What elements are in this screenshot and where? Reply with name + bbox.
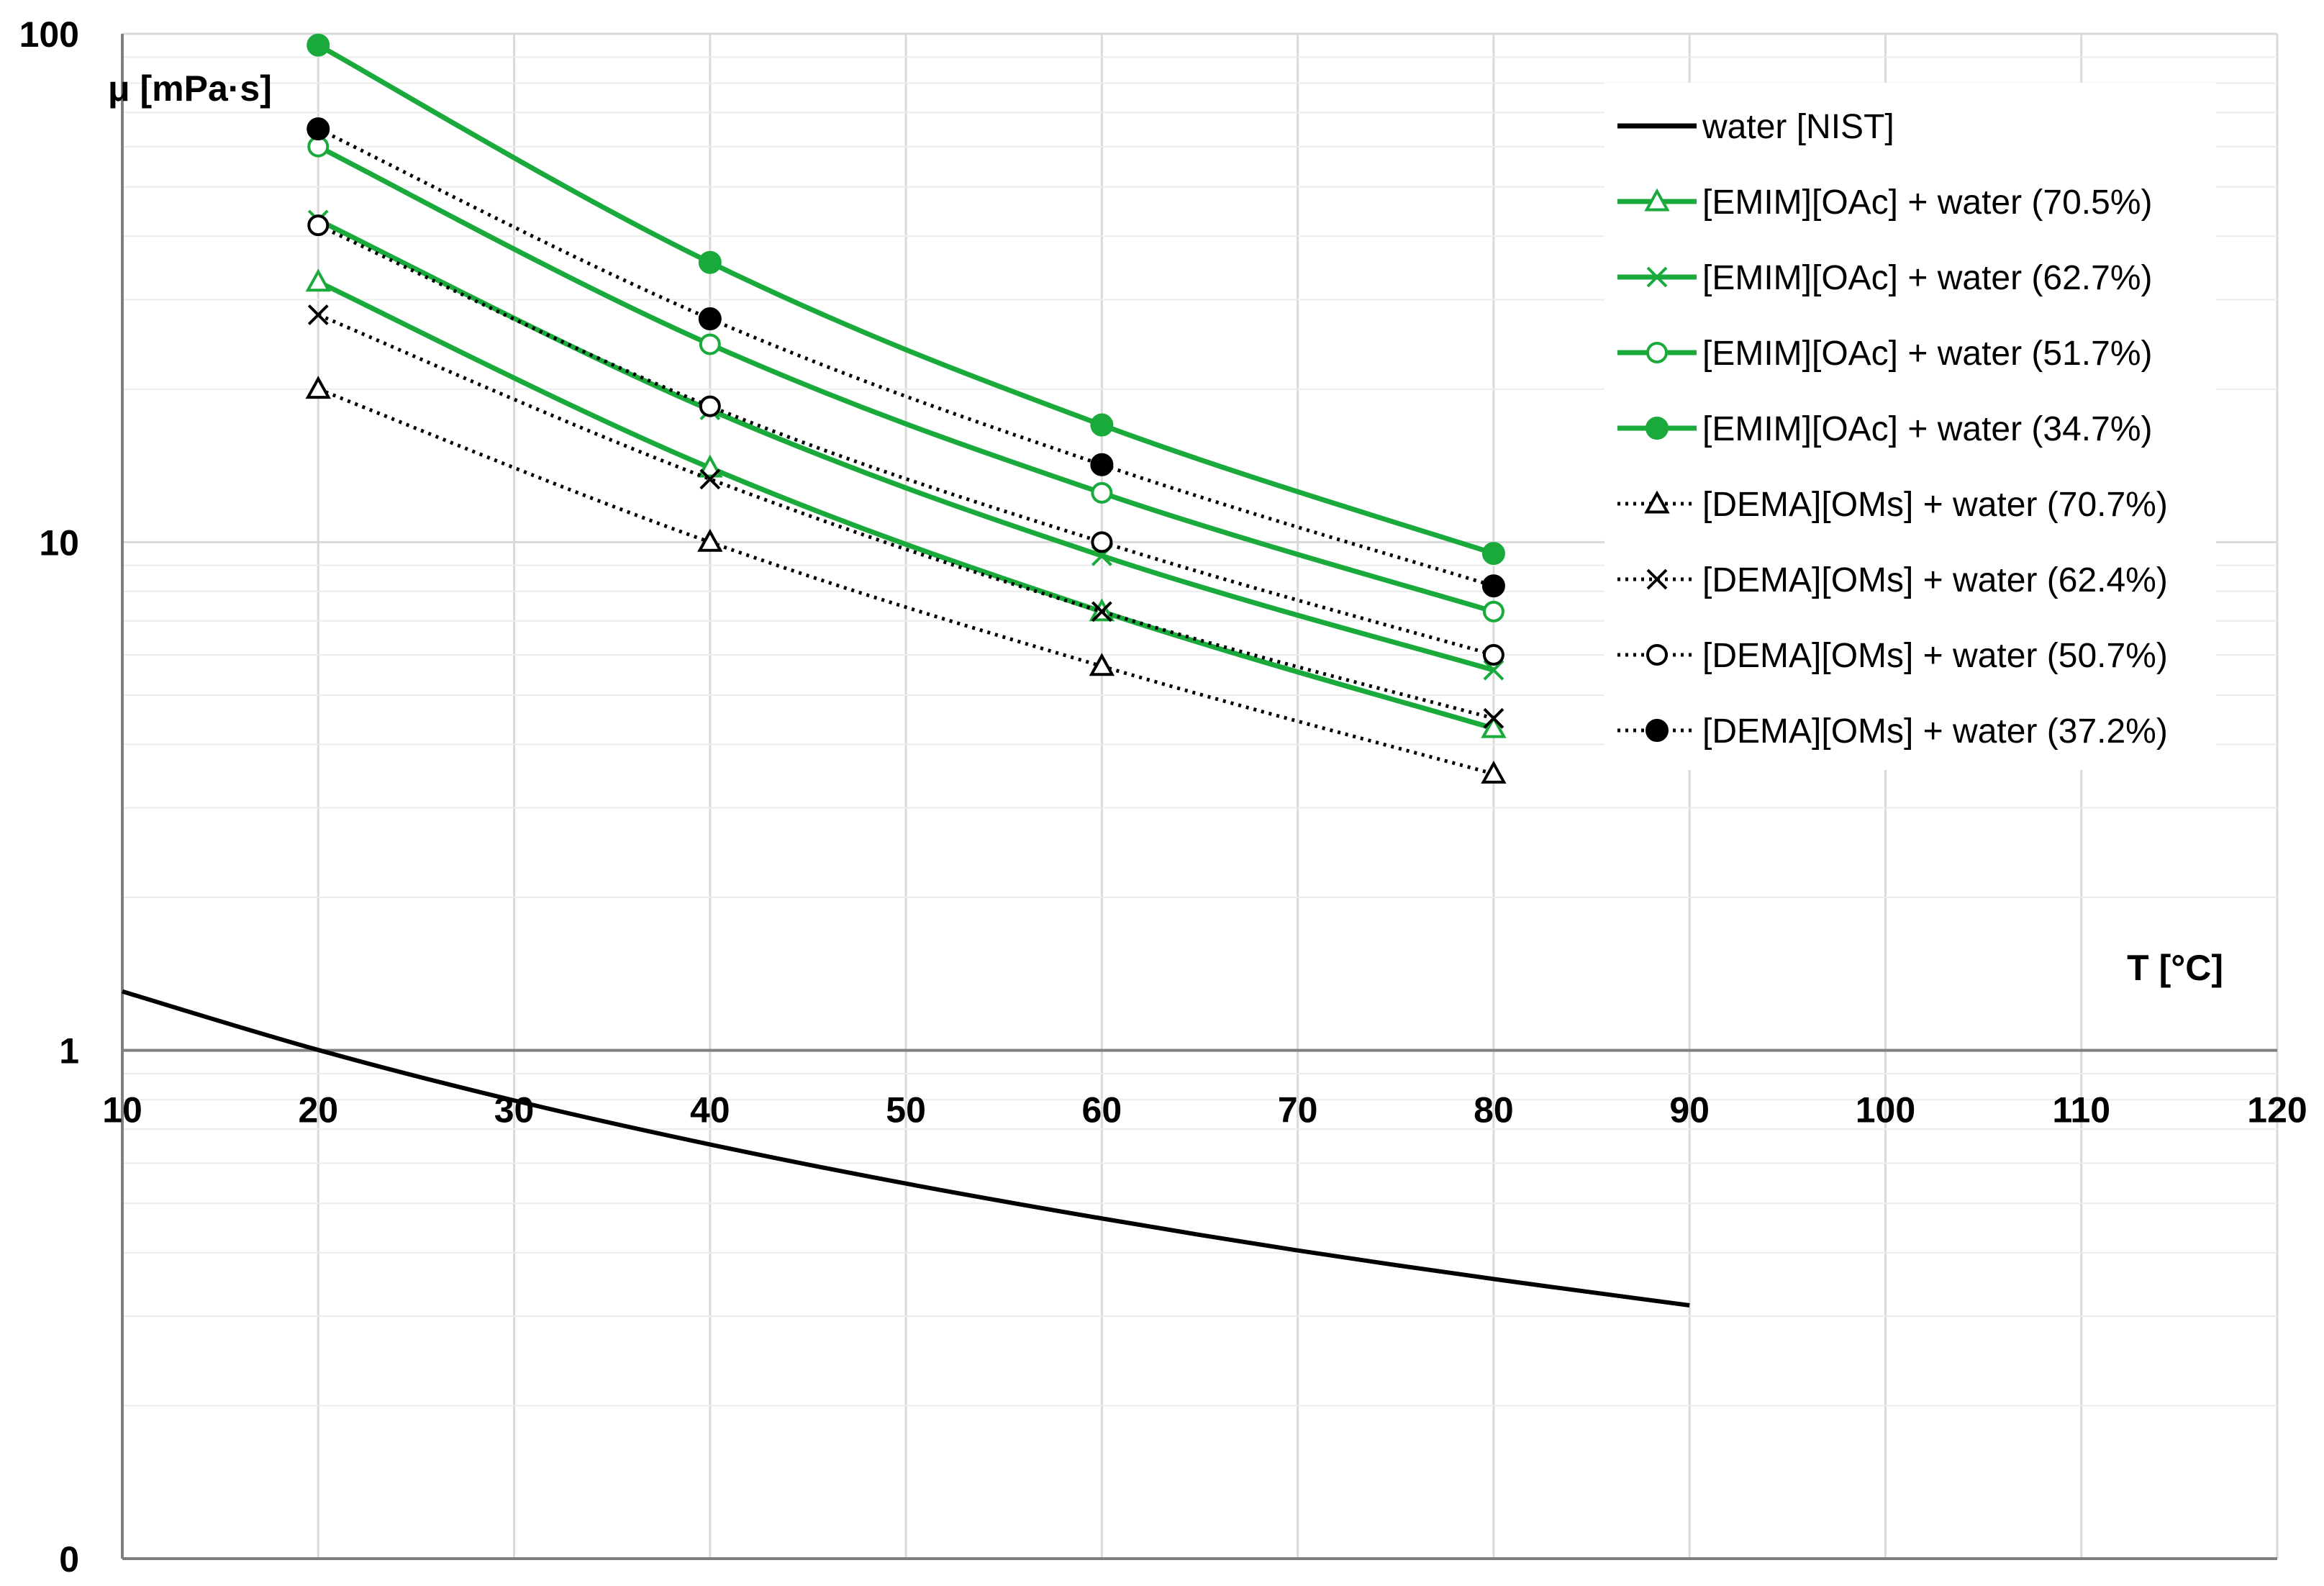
y-tick-label: 10 xyxy=(39,522,79,563)
data-point xyxy=(1646,417,1669,440)
data-point xyxy=(1646,266,1668,288)
data-point xyxy=(1483,707,1504,729)
x-tick-label: 110 xyxy=(2052,1090,2110,1130)
series-line xyxy=(317,42,1494,556)
data-point xyxy=(307,117,330,141)
data-point xyxy=(1646,568,1668,590)
x-tick-label: 60 xyxy=(1082,1090,1122,1130)
data-point xyxy=(1646,644,1668,666)
x-tick-label: 20 xyxy=(298,1090,338,1130)
data-point xyxy=(305,268,331,292)
series-line xyxy=(317,279,1494,731)
legend-label: water [NIST] xyxy=(1702,108,1894,146)
series-line xyxy=(317,387,1494,776)
data-point xyxy=(698,307,722,331)
legend-entry: [DEMA][OMs] + water (62.4%) xyxy=(1617,561,2168,599)
legend-label: [EMIM][OAc] + water (62.7%) xyxy=(1702,259,2153,297)
series-line xyxy=(317,223,1494,657)
series-line xyxy=(122,989,1690,1308)
legend-entry: [DEMA][OMs] + water (70.7%) xyxy=(1617,486,2168,524)
x-tick-label: 120 xyxy=(2247,1090,2307,1130)
legend-label: [EMIM][OAc] + water (51.7%) xyxy=(1702,335,2153,373)
legend-entry: [DEMA][OMs] + water (37.2%) xyxy=(1617,712,2168,751)
x-tick-label: 100 xyxy=(1856,1090,1915,1130)
series-8 xyxy=(307,117,1505,598)
data-point xyxy=(305,376,331,399)
x-tick-label: 10 xyxy=(102,1090,142,1130)
data-point xyxy=(697,454,723,478)
legend-label: [DEMA][OMs] + water (50.7%) xyxy=(1702,637,2168,675)
data-point xyxy=(1644,490,1670,514)
x-tick-label: 40 xyxy=(690,1090,730,1130)
data-point xyxy=(1090,413,1114,437)
legend-box xyxy=(1604,83,2216,770)
data-point xyxy=(1481,574,1505,598)
series-layer xyxy=(122,33,1690,1308)
axes xyxy=(121,34,2277,1560)
x-tick-label: 90 xyxy=(1669,1090,1710,1130)
legend-label: [EMIM][OAc] + water (34.7%) xyxy=(1702,410,2153,448)
data-point xyxy=(1646,719,1669,742)
data-point xyxy=(1482,600,1504,622)
data-point xyxy=(307,33,330,57)
series-line xyxy=(317,144,1494,615)
data-point xyxy=(1481,715,1507,738)
y-tick-label: 100 xyxy=(19,14,79,55)
data-point xyxy=(307,304,329,325)
series-4 xyxy=(307,33,1505,566)
legend-entry: [EMIM][OAc] + water (51.7%) xyxy=(1617,335,2153,373)
data-point xyxy=(1644,188,1670,212)
series-7 xyxy=(307,214,1504,666)
legend-entry: [DEMA][OMs] + water (50.7%) xyxy=(1617,637,2168,675)
series-5 xyxy=(305,376,1507,784)
legend-entry: [EMIM][OAc] + water (34.7%) xyxy=(1617,410,2153,448)
data-point xyxy=(699,395,721,417)
x-axis-title: T [°C] xyxy=(2127,948,2223,988)
data-point xyxy=(1091,601,1112,622)
data-point xyxy=(1481,760,1507,784)
series-3 xyxy=(307,135,1504,622)
data-point xyxy=(699,333,721,355)
data-point xyxy=(697,528,723,552)
data-point xyxy=(699,468,721,490)
legend-label: [DEMA][OMs] + water (62.4%) xyxy=(1702,561,2168,599)
legend: water [NIST] [EMIM][OAc] + water (70.5%) [… xyxy=(1604,83,2216,770)
x-tick-label: 70 xyxy=(1278,1090,1318,1130)
legend-entry: water [NIST] xyxy=(1617,108,1894,146)
legend-label: [EMIM][OAc] + water (70.5%) xyxy=(1702,183,2153,222)
y-tick-label: 0 xyxy=(59,1539,79,1580)
data-point xyxy=(307,214,330,237)
series-6 xyxy=(307,304,1504,729)
y-tick-label: 1 xyxy=(59,1031,79,1071)
data-point xyxy=(1481,542,1505,566)
x-tick-label: 30 xyxy=(494,1090,535,1130)
legend-entry: [EMIM][OAc] + water (70.5%) xyxy=(1617,183,2153,222)
series-0 xyxy=(122,989,1690,1308)
x-tick-label: 80 xyxy=(1474,1090,1514,1130)
data-point xyxy=(1091,531,1113,553)
data-point xyxy=(1090,453,1114,476)
data-point xyxy=(1482,644,1504,666)
legend-label: [DEMA][OMs] + water (37.2%) xyxy=(1702,712,2168,751)
data-point xyxy=(1091,481,1113,504)
data-point xyxy=(698,250,722,274)
data-point xyxy=(1089,653,1115,676)
y-axis-title: μ [mPa·s] xyxy=(108,68,272,109)
x-tick-label: 50 xyxy=(886,1090,926,1130)
data-point xyxy=(1483,659,1504,681)
legend-label: [DEMA][OMs] + water (70.7%) xyxy=(1702,486,2168,524)
data-point xyxy=(1646,342,1668,363)
legend-entry: [EMIM][OAc] + water (62.7%) xyxy=(1617,259,2153,297)
